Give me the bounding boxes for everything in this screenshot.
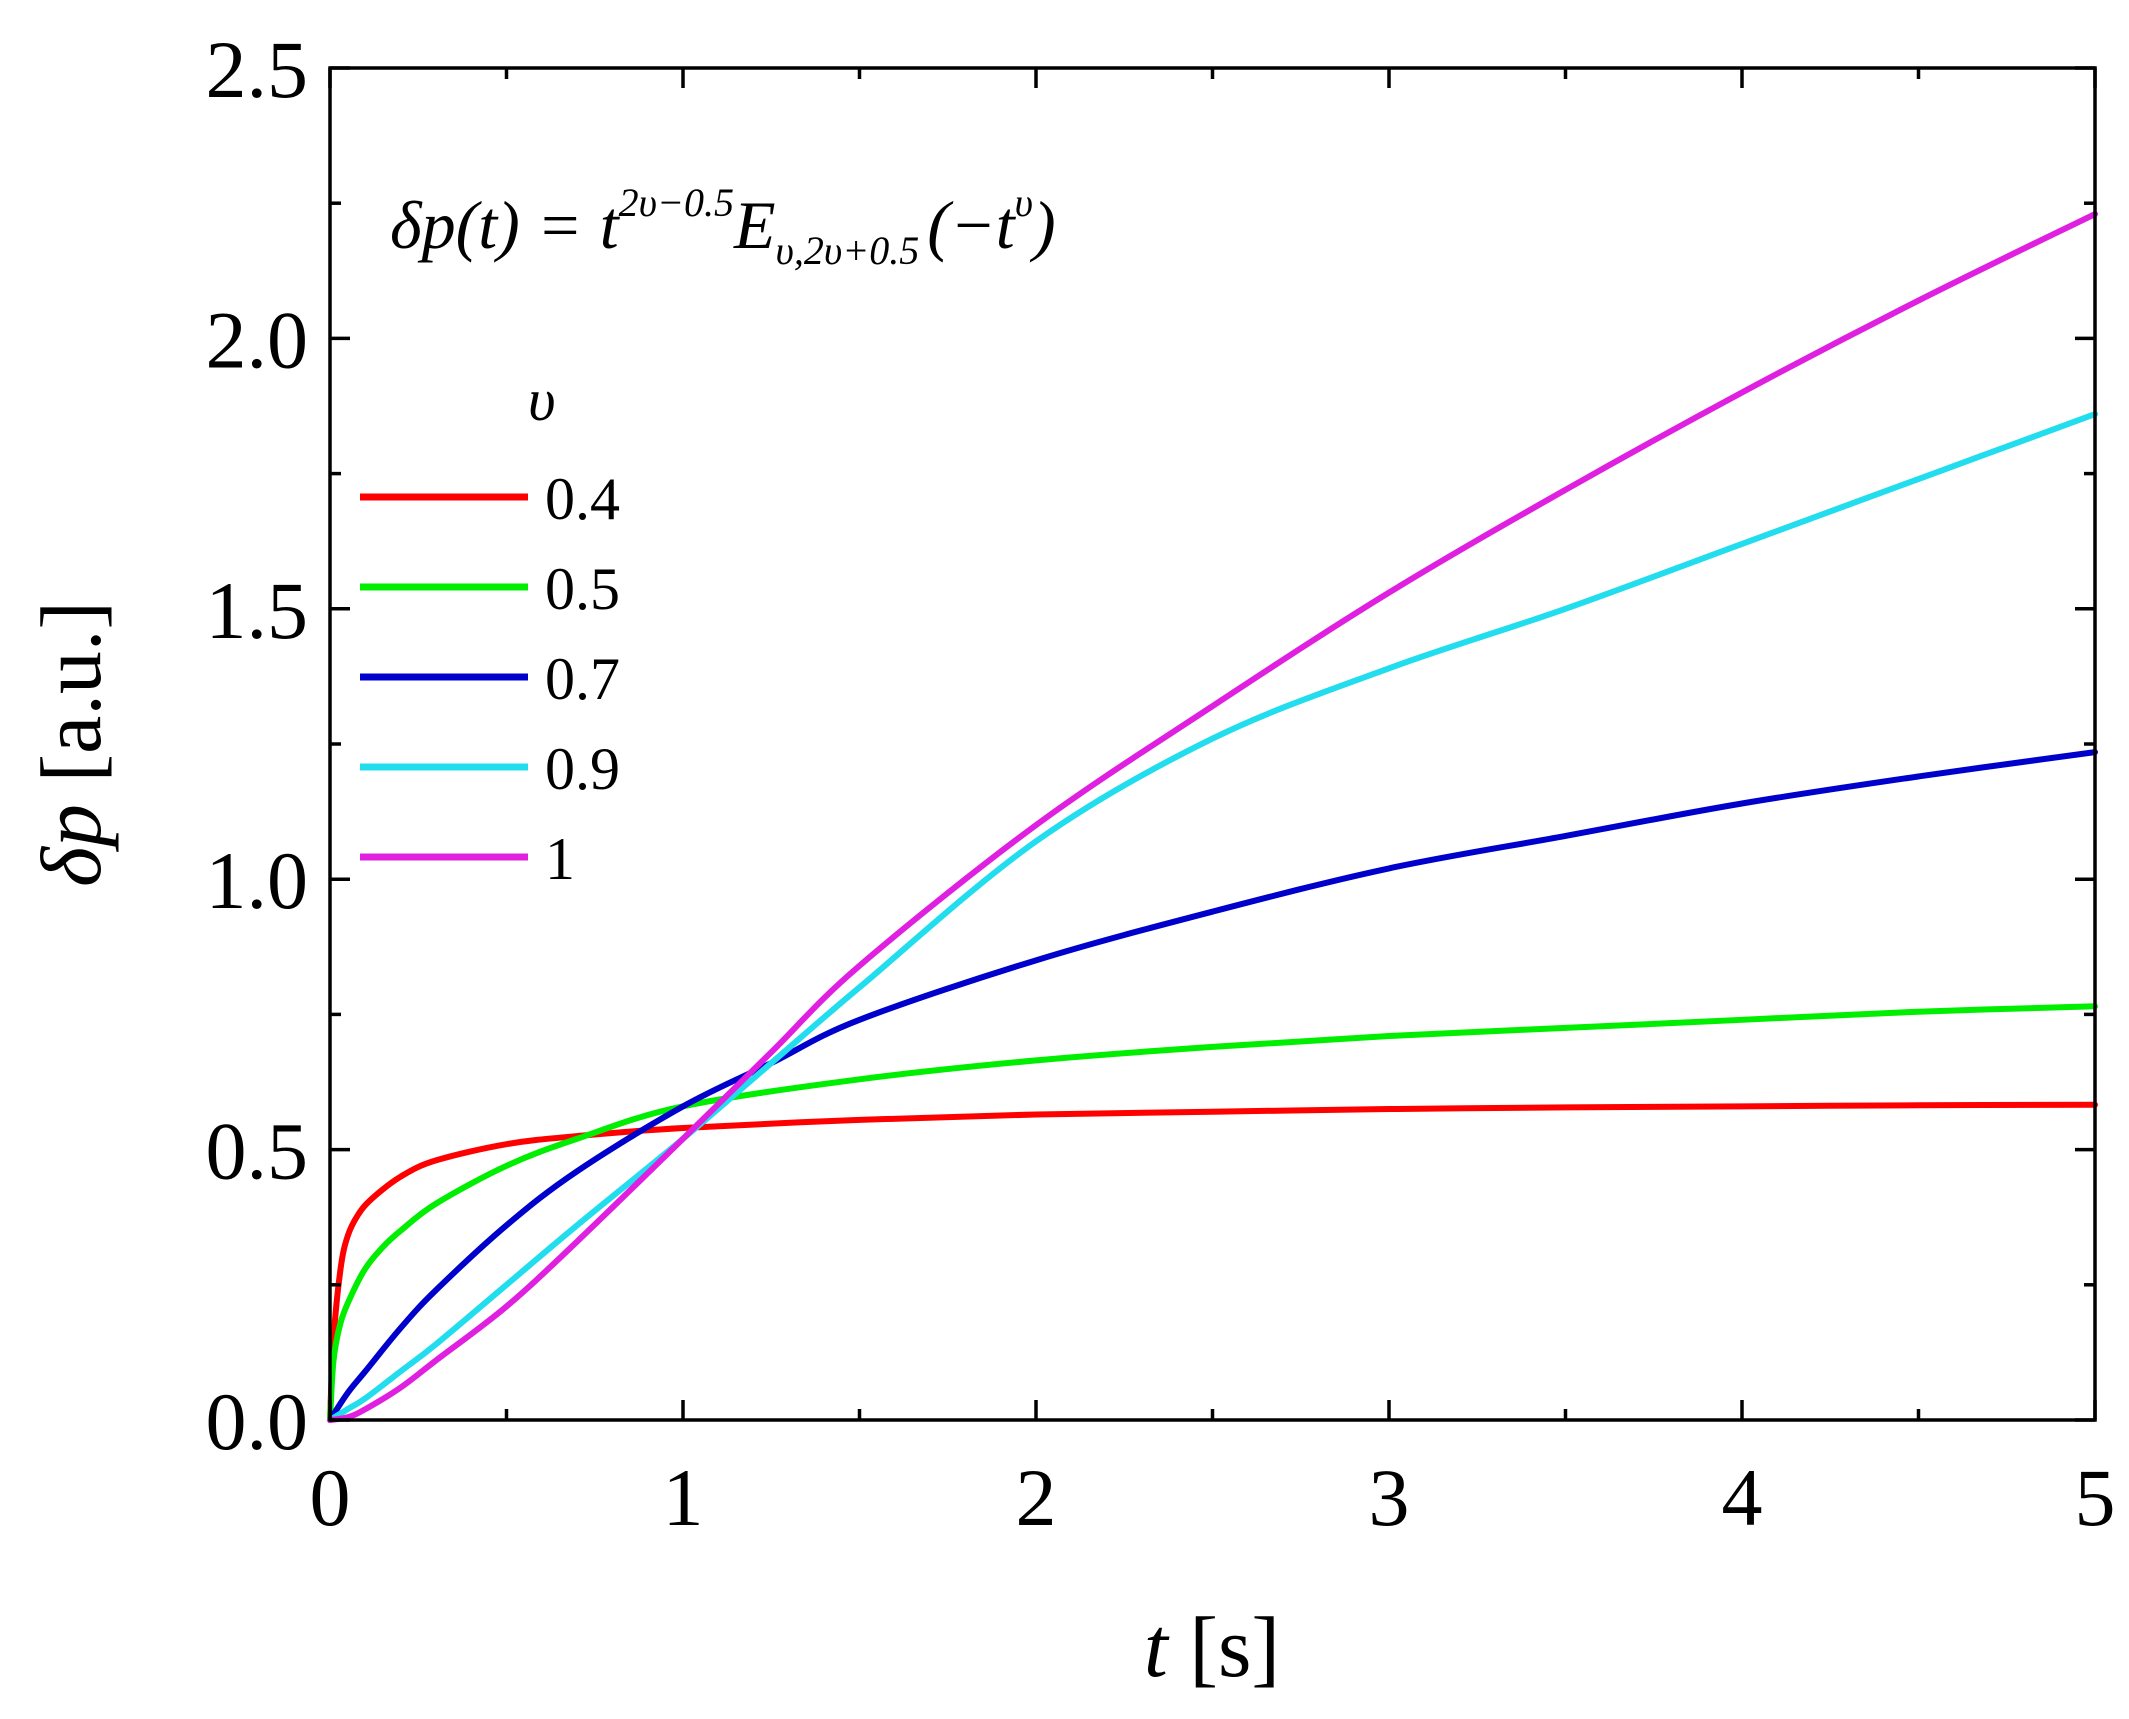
y-tick-label: 0.0 xyxy=(206,1376,309,1467)
y-axis-unit: [a.u.] xyxy=(23,601,119,804)
legend-items: 0.4 0.5 0.7 0.9 1 xyxy=(360,466,620,892)
formula-annotation: δp(t) = t2υ−0.5Eυ,2υ+0.5 (−tυ) xyxy=(390,180,1056,273)
x-axis-var: t xyxy=(1144,1599,1170,1695)
formula-lhs: δp(t) = xyxy=(390,187,600,263)
x-tick-label: 2 xyxy=(1016,1452,1057,1543)
series-line-1 xyxy=(327,1003,2098,1423)
y-axis-var: δp xyxy=(23,804,119,887)
legend: υ 0.4 0.5 0.7 0.9 1 xyxy=(360,367,620,892)
series-line-3 xyxy=(327,411,2098,1423)
formula-function: E xyxy=(733,187,776,263)
x-tick-label: 1 xyxy=(663,1452,704,1543)
formula-argument: (−t xyxy=(927,187,1017,263)
legend-label-2: 0.7 xyxy=(545,646,620,712)
formula-arg-close: ) xyxy=(1029,187,1056,263)
series-layer xyxy=(327,211,2098,1423)
legend-label-1: 0.5 xyxy=(545,556,620,622)
series-line-4 xyxy=(327,211,2098,1423)
y-tick-label: 2.0 xyxy=(206,294,309,385)
formula-exponent: 2υ−0.5 xyxy=(619,180,734,225)
x-tick-label: 3 xyxy=(1369,1452,1410,1543)
y-tick-label: 2.5 xyxy=(206,24,309,115)
legend-label-3: 0.9 xyxy=(545,736,620,802)
y-tick-label: 1.0 xyxy=(206,835,309,926)
legend-title: υ xyxy=(528,367,556,433)
series-line-0 xyxy=(327,1101,2098,1423)
formula-base: t xyxy=(600,187,621,263)
x-tick-label: 0 xyxy=(310,1452,351,1543)
plot-frame xyxy=(328,66,2097,1422)
y-tick-label: 0.5 xyxy=(206,1106,309,1197)
y-tick-label: 1.5 xyxy=(206,565,309,656)
tick-labels-layer: 0 1 2 3 4 5 0.0 0.5 1.0 1.5 2.0 2.5 xyxy=(206,24,2116,1543)
x-axis-label: t [s] xyxy=(1144,1599,1280,1695)
series-line-2 xyxy=(327,749,2098,1423)
formula-subscript: υ,2υ+0.5 xyxy=(776,228,920,273)
x-tick-label: 5 xyxy=(2075,1452,2116,1543)
legend-label-4: 1 xyxy=(545,826,575,892)
y-axis-label: δp [a.u.] xyxy=(23,601,119,887)
x-tick-label: 4 xyxy=(1722,1452,1763,1543)
x-axis-unit: [s] xyxy=(1168,1599,1280,1695)
legend-label-0: 0.4 xyxy=(545,466,620,532)
formula-arg-exponent: υ xyxy=(1015,180,1033,225)
